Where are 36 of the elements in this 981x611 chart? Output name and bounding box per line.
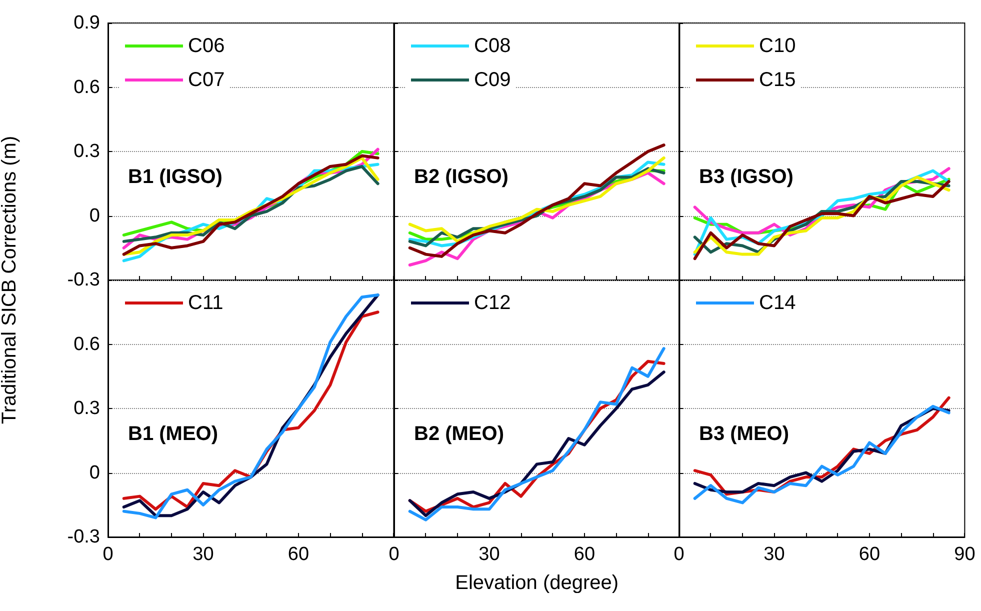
x-tick-label: 60 bbox=[574, 544, 595, 565]
y-axis-title: Traditional SICB Corrections (m) bbox=[0, 136, 22, 424]
y-tick-label: 0.3 bbox=[74, 141, 100, 162]
legend-label: C12 bbox=[474, 292, 510, 314]
legend-label: C06 bbox=[188, 35, 225, 57]
x-axis-title: Elevation (degree) bbox=[454, 572, 618, 594]
y-tick-label: 0 bbox=[89, 462, 100, 484]
legend-label: C15 bbox=[759, 69, 796, 91]
y-tick-label: -0.3 bbox=[67, 270, 100, 290]
annotation: B1 (IGSO) bbox=[128, 166, 222, 188]
x-tick-label: 60 bbox=[288, 544, 310, 565]
x-tick-label: 30 bbox=[764, 544, 786, 565]
x-tick-label: 30 bbox=[478, 544, 500, 565]
x-tick-label: 0 bbox=[388, 544, 399, 565]
y-tick-label: 0.3 bbox=[74, 398, 100, 419]
legend-label: C14 bbox=[759, 292, 796, 314]
legend-label: C07 bbox=[188, 69, 225, 91]
y-tick-label: 0.6 bbox=[74, 334, 100, 355]
annotation: B2 (IGSO) bbox=[414, 166, 508, 188]
annotation: B2 (MEO) bbox=[414, 422, 504, 445]
annotation: B3 (MEO) bbox=[699, 422, 790, 445]
annotation: B3 (IGSO) bbox=[699, 166, 794, 188]
x-tick-label: 90 bbox=[954, 544, 976, 565]
legend-label: C08 bbox=[474, 35, 510, 57]
legend-label: C11 bbox=[188, 292, 224, 314]
y-tick-label: 0.9 bbox=[74, 12, 100, 34]
x-tick-label: 60 bbox=[859, 544, 880, 565]
y-tick-label: 0.6 bbox=[74, 76, 100, 98]
y-tick-label: -0.3 bbox=[67, 526, 100, 548]
x-tick-label: 30 bbox=[192, 544, 214, 565]
x-tick-label: 0 bbox=[102, 544, 114, 565]
x-tick-label: 0 bbox=[674, 544, 685, 565]
annotation: B1 (MEO) bbox=[128, 422, 218, 445]
y-tick-label: 0 bbox=[89, 205, 100, 226]
legend-label: C09 bbox=[474, 69, 510, 91]
legend-label: C10 bbox=[759, 35, 796, 57]
